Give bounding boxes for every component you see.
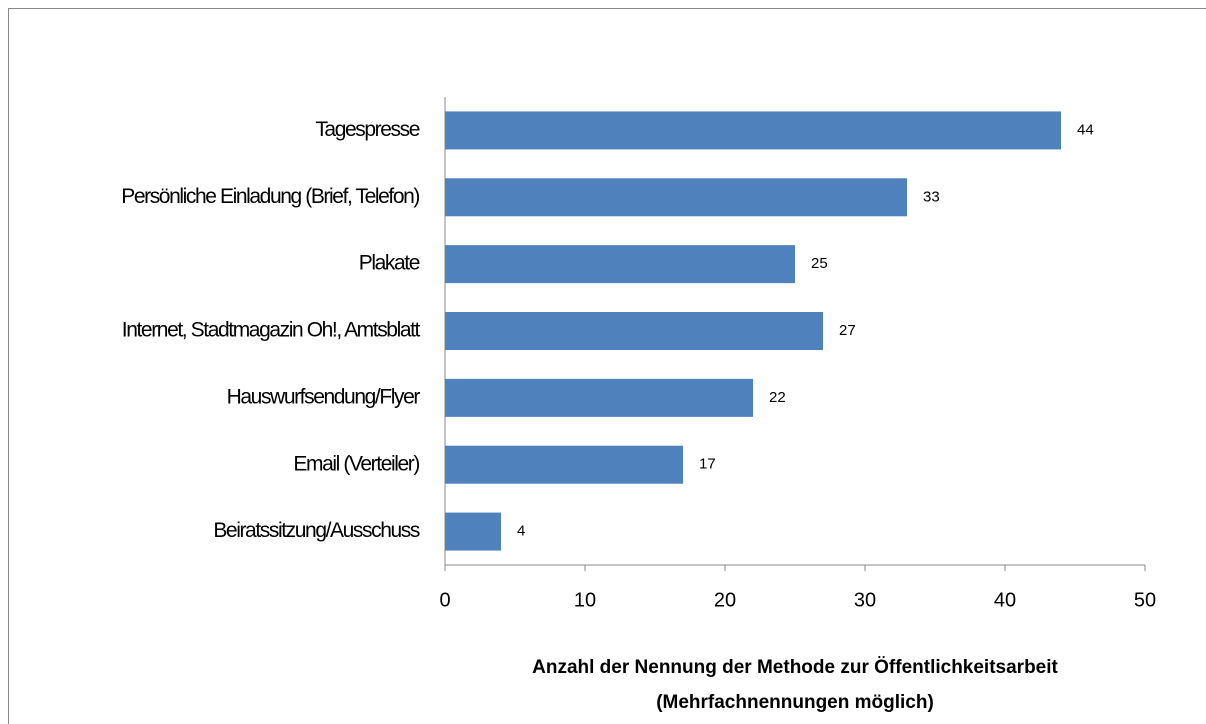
value-label: 17 xyxy=(699,456,716,473)
value-label: 22 xyxy=(769,389,786,406)
y-tick-label: Internet, Stadtmagazin Oh!, Amtsblatt xyxy=(122,319,421,342)
bar xyxy=(445,312,823,350)
x-axis-label: (Mehrfachnennungen möglich) xyxy=(656,692,934,713)
x-tick-label: 10 xyxy=(574,589,596,611)
bar xyxy=(445,512,501,551)
value-label: 33 xyxy=(923,188,940,205)
y-tick-label: Beiratssitzung/Ausschuss xyxy=(213,519,420,542)
x-tick-label: 50 xyxy=(1134,589,1156,611)
y-tick-label: Plakate xyxy=(359,252,420,275)
value-label: 25 xyxy=(811,255,828,272)
value-label: 44 xyxy=(1077,121,1094,138)
x-tick-label: 30 xyxy=(854,589,876,611)
x-axis-label: Anzahl der Nennung der Methode zur Öffen… xyxy=(532,657,1058,678)
y-tick-label: Persönliche Einladung (Brief, Telefon) xyxy=(121,185,419,208)
chart-frame xyxy=(8,8,1206,724)
bar xyxy=(445,445,683,484)
y-tick-label: Email (Verteiler) xyxy=(293,452,419,475)
x-tick-label: 0 xyxy=(439,589,450,611)
x-tick-label: 40 xyxy=(994,589,1016,611)
bar xyxy=(445,245,795,284)
y-tick-label: Tagespresse xyxy=(315,118,419,141)
bar xyxy=(445,378,753,417)
x-tick-label: 20 xyxy=(714,589,736,611)
value-label: 4 xyxy=(517,523,525,540)
y-tick-label: Hauswurfsendung/Flyer xyxy=(227,385,421,408)
bar xyxy=(445,178,907,217)
bar xyxy=(445,111,1061,150)
value-label: 27 xyxy=(839,322,856,339)
